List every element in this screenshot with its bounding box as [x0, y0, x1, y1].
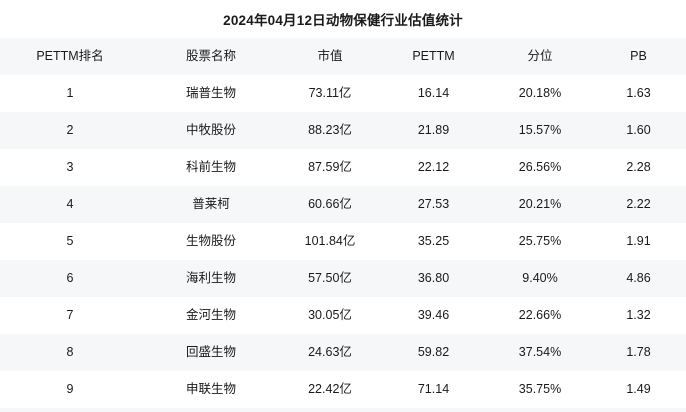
cell-stock-name: 瑞普生物 — [185, 86, 236, 100]
cell-pb: 1.78 — [626, 345, 651, 359]
column-header-pettm-rank: PETTM排名 — [36, 49, 104, 63]
table-row: 3 科前生物 87.59亿 22.12 26.56% 2.28 — [0, 149, 686, 186]
cell-stock-name: 回盛生物 — [185, 345, 236, 359]
cell-pb: 4.86 — [626, 271, 651, 285]
cell-stock-name: 普莱柯 — [192, 197, 230, 211]
cell-percentile: 37.54% — [518, 345, 562, 359]
cell-percentile: 15.57% — [518, 123, 562, 137]
cell-pettm: 59.82 — [417, 345, 450, 359]
cell-rank: 4 — [66, 197, 74, 211]
next-row-partial — [0, 408, 686, 412]
cell-stock-name: 金河生物 — [185, 308, 236, 322]
cell-stock-name: 中牧股份 — [185, 123, 236, 137]
table-row: 5 生物股份 101.84亿 35.25 25.75% 1.91 — [0, 223, 686, 260]
cell-stock-name: 科前生物 — [185, 160, 236, 174]
cell-market-cap: 87.59亿 — [308, 160, 352, 174]
column-header-percentile: 分位 — [527, 49, 553, 63]
cell-pb: 1.60 — [626, 123, 651, 137]
cell-stock-name: 海利生物 — [185, 271, 236, 285]
page-title: 2024年04月12日动物保健行业估值统计 — [223, 13, 463, 28]
cell-stock-name: 申联生物 — [185, 382, 236, 396]
column-header-stock-name: 股票名称 — [185, 49, 236, 63]
cell-pettm: 71.14 — [417, 382, 450, 396]
cell-pb: 2.22 — [626, 197, 651, 211]
table-row: 7 金河生物 30.05亿 39.46 22.66% 1.32 — [0, 297, 686, 334]
table-row: 9 申联生物 22.42亿 71.14 35.75% 1.49 — [0, 371, 686, 408]
cell-pettm: 16.14 — [417, 86, 450, 100]
cell-market-cap: 73.11亿 — [308, 86, 352, 100]
column-header-pb: PB — [630, 49, 647, 63]
cell-market-cap: 57.50亿 — [308, 271, 352, 285]
cell-percentile: 20.21% — [518, 197, 562, 211]
cell-stock-name: 生物股份 — [185, 234, 236, 248]
cell-percentile: 9.40% — [522, 271, 558, 285]
cell-pettm: 21.89 — [417, 123, 450, 137]
table-row: 8 回盛生物 24.63亿 59.82 37.54% 1.78 — [0, 334, 686, 371]
cell-pb: 1.49 — [626, 382, 651, 396]
cell-rank: 7 — [66, 308, 74, 322]
valuation-table: PETTM排名 股票名称 市值 PETTM 分位 PB 1 瑞普生物 73.11亿 1… — [0, 38, 686, 408]
cell-pb: 1.32 — [626, 308, 651, 322]
cell-market-cap: 22.42亿 — [308, 382, 352, 396]
table-row: 4 普莱柯 60.66亿 27.53 20.21% 2.22 — [0, 186, 686, 223]
cell-rank: 2 — [66, 123, 74, 137]
cell-pettm: 27.53 — [417, 197, 450, 211]
cell-rank: 8 — [66, 345, 74, 359]
table-header-row: PETTM排名 股票名称 市值 PETTM 分位 PB — [0, 38, 686, 75]
cell-rank: 3 — [66, 160, 74, 174]
cell-pettm: 39.46 — [417, 308, 450, 322]
cell-market-cap: 30.05亿 — [308, 308, 352, 322]
cell-rank: 1 — [66, 86, 74, 100]
cell-pettm: 22.12 — [417, 160, 450, 174]
cell-percentile: 26.56% — [518, 160, 562, 174]
column-header-pettm: PETTM — [412, 49, 455, 63]
cell-market-cap: 101.84亿 — [304, 234, 356, 248]
cell-percentile: 20.18% — [518, 86, 562, 100]
cell-rank: 9 — [66, 382, 74, 396]
cell-market-cap: 88.23亿 — [308, 123, 352, 137]
cell-pb: 1.63 — [626, 86, 651, 100]
table-row: 1 瑞普生物 73.11亿 16.14 20.18% 1.63 — [0, 75, 686, 112]
column-header-market-cap: 市值 — [317, 49, 343, 63]
cell-percentile: 25.75% — [518, 234, 562, 248]
cell-rank: 5 — [66, 234, 74, 248]
cell-pb: 1.91 — [626, 234, 651, 248]
cell-pettm: 36.80 — [417, 271, 450, 285]
table-body: 1 瑞普生物 73.11亿 16.14 20.18% 1.63 2 中牧股份 88.23亿 21.… — [0, 75, 686, 408]
cell-market-cap: 24.63亿 — [308, 345, 352, 359]
cell-percentile: 35.75% — [518, 382, 562, 396]
cell-pb: 2.28 — [626, 160, 651, 174]
table-row: 2 中牧股份 88.23亿 21.89 15.57% 1.60 — [0, 112, 686, 149]
cell-rank: 6 — [66, 271, 74, 285]
cell-percentile: 22.66% — [518, 308, 562, 322]
cell-pettm: 35.25 — [417, 234, 450, 248]
cell-market-cap: 60.66亿 — [308, 197, 352, 211]
table-row: 6 海利生物 57.50亿 36.80 9.40% 4.86 — [0, 260, 686, 297]
